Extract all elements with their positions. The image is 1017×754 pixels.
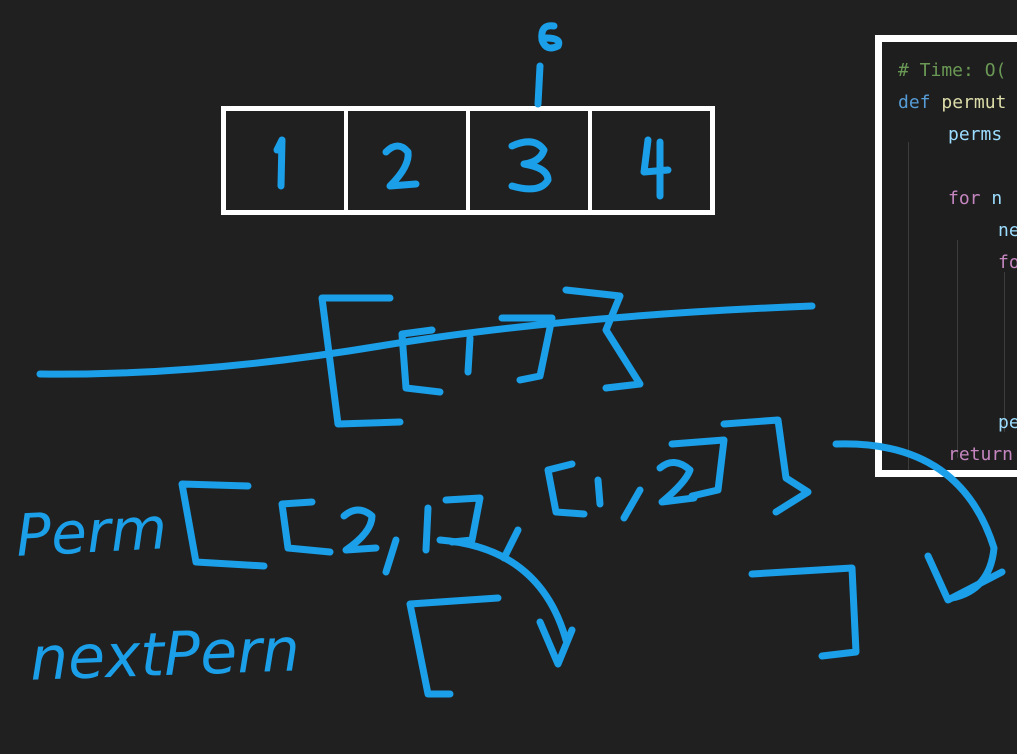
inner-bracket-left bbox=[398, 326, 444, 396]
array-cell bbox=[470, 111, 592, 210]
perm-comma-2 bbox=[500, 526, 522, 562]
inner-one bbox=[464, 334, 474, 376]
code-line: fo bbox=[998, 252, 1017, 274]
code-line: def permut bbox=[898, 92, 1006, 114]
code-panel: # Time: O( def permut perms for n ne fo pe retu… bbox=[875, 35, 1017, 477]
outer-bracket-right bbox=[562, 286, 644, 392]
code-line: # Time: O( bbox=[898, 60, 1006, 82]
nextperm-bracket bbox=[406, 594, 502, 698]
perm-inner-bracket-right bbox=[442, 494, 484, 546]
perm-comma bbox=[382, 536, 400, 576]
code-line: return bbox=[948, 444, 1013, 466]
array-box bbox=[221, 106, 715, 215]
code-token: fo bbox=[998, 252, 1017, 273]
code-token: return bbox=[948, 444, 1014, 465]
array-cell bbox=[592, 111, 710, 210]
code-line: ne bbox=[998, 220, 1017, 242]
perm-label: Perm bbox=[14, 494, 169, 570]
code-token: for bbox=[948, 188, 981, 209]
code-token: permut bbox=[930, 92, 1007, 113]
code-token: def bbox=[898, 92, 931, 113]
annotation-six-stroke bbox=[538, 22, 563, 52]
outer-bracket-left bbox=[318, 294, 404, 428]
perm-two-2 bbox=[656, 459, 698, 506]
inner-bracket-right bbox=[498, 314, 556, 384]
perm-two bbox=[340, 506, 380, 554]
indent-guide bbox=[908, 142, 909, 470]
code-token: # Time: O( bbox=[898, 60, 1007, 81]
code-line: for n bbox=[948, 188, 1002, 210]
code-token: n bbox=[980, 188, 1003, 209]
indent-guide bbox=[1004, 272, 1005, 432]
perm-one bbox=[422, 504, 432, 554]
arrow-to-nextperm bbox=[436, 536, 576, 668]
pointer-stroke bbox=[534, 62, 544, 108]
code-line: perms bbox=[948, 124, 1002, 146]
code-line: pe bbox=[998, 412, 1017, 434]
next-perm-label: nextPern bbox=[28, 615, 301, 695]
indent-guide bbox=[957, 240, 958, 458]
code-token: ne bbox=[998, 220, 1017, 241]
perm-outer-bracket-right bbox=[720, 416, 812, 516]
perm-inner-bracket-left-2 bbox=[544, 460, 588, 518]
code-token: perms bbox=[948, 124, 1003, 145]
perm-inner-bracket-right-2 bbox=[668, 436, 728, 500]
strike-line bbox=[36, 302, 816, 378]
perm-outer-bracket-left bbox=[178, 480, 268, 570]
perm-comma-3 bbox=[620, 486, 644, 522]
perm-one-2 bbox=[594, 476, 604, 508]
code-token: pe bbox=[998, 412, 1017, 433]
array-cell bbox=[348, 111, 470, 210]
perm-inner-bracket-left bbox=[278, 498, 334, 556]
closing-bracket bbox=[748, 564, 860, 660]
array-cell bbox=[226, 111, 348, 210]
